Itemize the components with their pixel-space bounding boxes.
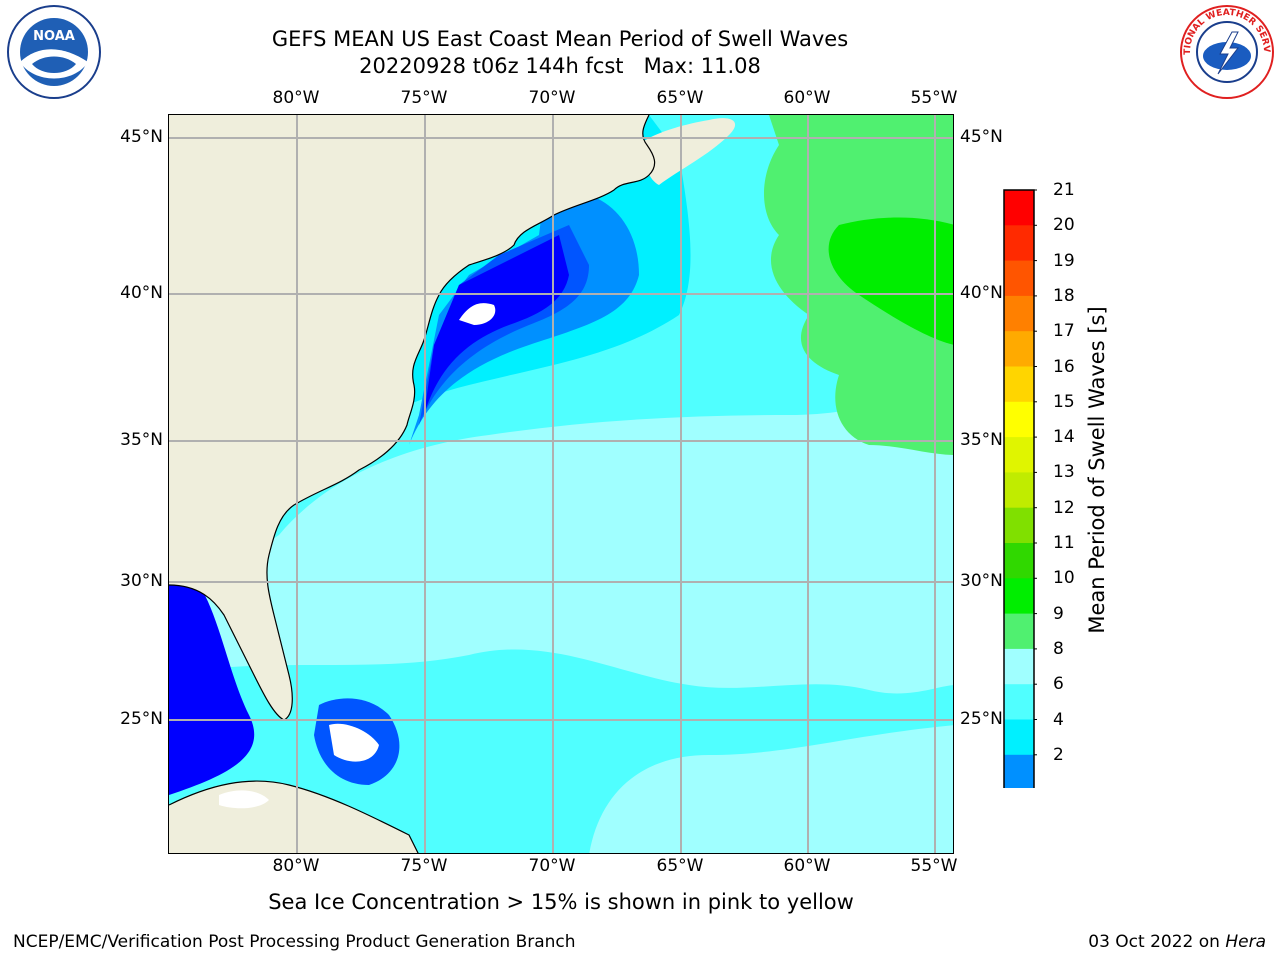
- noaa-logo: NOAA: [4, 4, 104, 100]
- lat-label: 30°N: [120, 571, 163, 591]
- colorbar-segment: [1004, 719, 1034, 756]
- lat-label: 45°N: [960, 127, 1003, 147]
- land-north-america: [169, 115, 655, 720]
- colorbar-tick-label: 12: [1053, 497, 1075, 518]
- colorbar-segment: [1004, 684, 1034, 720]
- colorbar-tick-label: 19: [1053, 250, 1075, 271]
- colorbar-segment: [1004, 507, 1034, 544]
- lat-label: 40°N: [960, 283, 1003, 303]
- lon-label: 65°W: [656, 88, 704, 108]
- lon-label: 80°W: [272, 856, 320, 876]
- coastline-cuba: [169, 780, 419, 853]
- lon-label: 75°W: [400, 88, 448, 108]
- footer-date-text: 03 Oct 2022 on: [1088, 932, 1226, 952]
- colorbar-segment: [1004, 331, 1034, 367]
- colorbar-tick-label: 17: [1053, 321, 1075, 342]
- colorbar-tick-label: 6: [1053, 674, 1064, 695]
- ice-mask-mid-atlantic: [459, 303, 496, 325]
- lon-label: 80°W: [272, 88, 320, 108]
- lon-label: 55°W: [910, 88, 958, 108]
- chart-subtitle: 20220928 t06z 144h fcst Max: 11.08: [359, 54, 761, 78]
- colorbar: [1003, 188, 1037, 836]
- colorbar-segment: [1004, 295, 1034, 332]
- colorbar-tick-label: 2: [1053, 744, 1064, 765]
- colorbar-segment: [1004, 366, 1034, 403]
- ocean-deep-blue-mid-atlantic: [424, 235, 569, 415]
- footer-date: 03 Oct 2022 on Hera: [1088, 932, 1266, 952]
- chart-title: GEFS MEAN US East Coast Mean Period of S…: [271, 27, 849, 51]
- footer-branch: NCEP/EMC/Verification Post Processing Pr…: [13, 932, 576, 952]
- lon-label: 65°W: [656, 856, 704, 876]
- lon-label: 60°W: [783, 88, 831, 108]
- colorbar-tick-label: 13: [1053, 462, 1075, 483]
- colorbar-segment: [1004, 543, 1034, 579]
- lat-label: 25°N: [960, 709, 1003, 729]
- lon-label: 75°W: [400, 856, 448, 876]
- colorbar-tick-label: 20: [1053, 215, 1075, 236]
- ocean-pale-patch-central: [397, 502, 875, 614]
- map-gridlines: [169, 115, 953, 853]
- colorbar-segment: [1004, 472, 1034, 509]
- colorbar-segment: [1004, 190, 1034, 226]
- lon-label: 55°W: [910, 856, 958, 876]
- nws-logo: NATIONAL WEATHER SERVICE: [1174, 0, 1276, 100]
- swell-period-map: [168, 114, 954, 854]
- lon-label: 70°W: [528, 88, 576, 108]
- ocean-deep-blue-gulf: [169, 585, 255, 795]
- lon-label: 60°W: [783, 856, 831, 876]
- colorbar-title: Mean Period of Swell Waves [s]: [1085, 306, 1109, 634]
- svg-text:NOAA: NOAA: [33, 29, 75, 44]
- ice-mask-bahamas: [329, 723, 379, 762]
- colorbar-segment: [1004, 648, 1034, 685]
- colorbar-tick-label: 11: [1053, 533, 1075, 553]
- colorbar-segment: [1004, 401, 1034, 438]
- colorbar-segment: [1004, 225, 1034, 262]
- lat-label: 25°N: [120, 709, 163, 729]
- lat-label: 30°N: [960, 571, 1003, 591]
- colorbar-segment: [1004, 437, 1034, 473]
- lat-label: 40°N: [120, 283, 163, 303]
- lat-label: 35°N: [120, 430, 163, 450]
- sea-ice-note: Sea Ice Concentration > 15% is shown in …: [268, 890, 854, 914]
- colorbar-tick-label: 18: [1053, 285, 1075, 306]
- colorbar-segment: [1004, 260, 1034, 297]
- ocean-bright-green-core: [828, 217, 953, 345]
- colorbar-tick-label: 9: [1053, 603, 1064, 624]
- colorbar-segment: [1004, 613, 1034, 650]
- lon-label: 70°W: [528, 856, 576, 876]
- colorbar-tick-label: 21: [1053, 180, 1075, 200]
- colorbar-segment: [1004, 754, 1034, 791]
- lat-label: 45°N: [120, 127, 163, 147]
- colorbar-tick-label: 14: [1053, 427, 1075, 448]
- lat-label: 35°N: [960, 430, 1003, 450]
- footer-host: Hera: [1225, 932, 1266, 952]
- colorbar-tick-label: 16: [1053, 356, 1075, 377]
- land-nova-scotia: [639, 118, 736, 185]
- ice-mask-cuba: [219, 790, 269, 809]
- colorbar-tick-label: 4: [1053, 709, 1064, 730]
- colorbar-tick-label: 15: [1053, 391, 1075, 412]
- colorbar-tick-label: 10: [1053, 568, 1075, 589]
- colorbar-segment: [1004, 578, 1034, 615]
- colorbar-tick-label: 8: [1053, 638, 1064, 659]
